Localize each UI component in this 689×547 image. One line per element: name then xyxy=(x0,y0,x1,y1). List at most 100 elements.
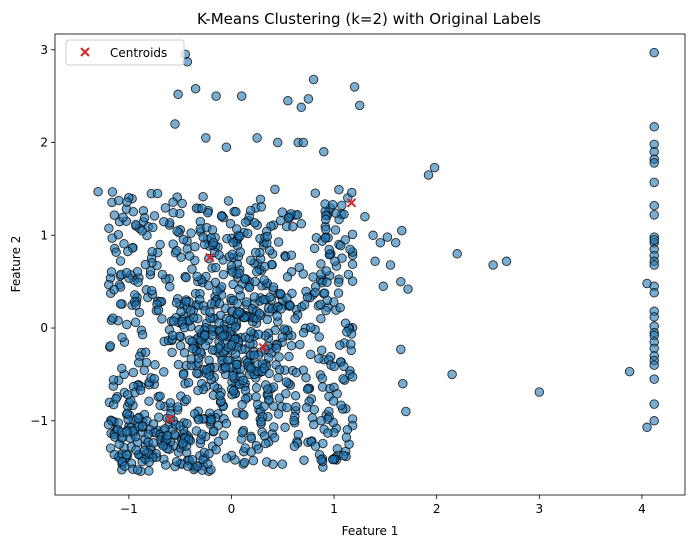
data-point xyxy=(249,292,260,302)
data-point xyxy=(120,461,130,471)
data-point xyxy=(225,315,235,325)
data-point xyxy=(282,293,292,303)
data-point xyxy=(155,391,165,401)
data-point xyxy=(191,426,202,436)
data-point xyxy=(274,364,285,375)
data-point xyxy=(123,389,133,400)
data-point xyxy=(452,249,462,259)
data-point xyxy=(273,409,284,419)
data-point xyxy=(246,327,256,337)
data-point xyxy=(239,457,250,468)
data-point xyxy=(488,260,498,270)
data-point xyxy=(316,345,327,355)
data-point xyxy=(140,259,151,270)
data-point xyxy=(342,327,352,337)
data-point xyxy=(314,354,324,364)
data-point xyxy=(270,184,280,195)
data-point xyxy=(289,415,299,426)
data-point xyxy=(275,288,286,299)
data-point xyxy=(181,272,191,283)
data-point xyxy=(321,224,331,235)
data-point xyxy=(330,225,341,235)
data-point xyxy=(239,410,249,420)
data-point xyxy=(192,271,202,282)
data-point xyxy=(177,198,187,209)
data-point xyxy=(175,341,186,351)
data-point xyxy=(158,441,168,451)
data-point xyxy=(217,331,228,341)
data-point xyxy=(231,207,241,217)
data-point xyxy=(649,260,659,270)
data-point xyxy=(133,413,143,424)
data-point xyxy=(150,360,160,370)
data-point xyxy=(171,298,182,308)
data-point xyxy=(321,305,331,316)
data-point xyxy=(328,396,339,406)
data-point xyxy=(336,400,346,410)
data-point xyxy=(317,373,328,384)
data-point xyxy=(249,350,259,360)
data-point xyxy=(360,211,370,222)
data-point xyxy=(173,359,184,370)
data-point xyxy=(447,369,457,380)
data-point xyxy=(272,137,283,148)
data-point xyxy=(242,228,253,239)
data-point xyxy=(193,353,204,363)
data-point xyxy=(246,255,256,266)
data-point xyxy=(187,454,198,465)
data-point xyxy=(155,400,165,411)
data-point xyxy=(333,288,344,298)
data-point xyxy=(234,307,244,317)
data-point xyxy=(323,428,333,438)
data-point xyxy=(106,267,117,277)
data-point xyxy=(274,393,285,403)
data-point xyxy=(337,200,347,211)
data-point xyxy=(309,243,320,254)
data-point xyxy=(109,449,120,460)
data-point xyxy=(268,282,279,292)
data-point xyxy=(339,361,349,372)
data-point xyxy=(212,286,222,296)
data-point xyxy=(310,287,320,298)
data-point xyxy=(649,312,659,322)
data-point xyxy=(382,232,393,242)
data-point xyxy=(130,317,141,328)
data-point xyxy=(200,330,210,341)
data-point xyxy=(207,298,217,309)
data-point xyxy=(295,339,305,350)
data-point xyxy=(173,89,183,100)
data-point xyxy=(148,222,158,233)
data-point xyxy=(207,225,218,235)
data-point xyxy=(246,363,256,373)
data-point xyxy=(122,197,132,207)
data-point xyxy=(190,83,201,94)
data-point xyxy=(271,343,282,353)
data-point xyxy=(649,177,659,188)
data-point xyxy=(133,277,143,288)
data-point xyxy=(145,266,156,276)
data-point xyxy=(259,401,269,412)
data-point xyxy=(649,235,659,245)
data-point xyxy=(263,384,273,394)
data-point xyxy=(211,262,221,273)
data-point xyxy=(118,212,128,223)
data-point xyxy=(310,441,321,451)
data-point xyxy=(264,395,274,406)
data-point xyxy=(390,237,401,248)
data-point xyxy=(316,415,326,426)
data-point xyxy=(203,459,213,469)
data-point xyxy=(347,229,358,240)
data-point xyxy=(185,305,196,316)
data-point xyxy=(251,392,261,402)
data-point xyxy=(144,457,154,467)
data-point xyxy=(281,377,292,387)
data-point xyxy=(290,391,301,401)
data-point xyxy=(282,402,292,413)
data-point xyxy=(181,297,191,307)
points-layer xyxy=(93,47,659,477)
data-point xyxy=(157,269,168,280)
data-point xyxy=(123,246,133,257)
data-point xyxy=(291,367,302,378)
data-point xyxy=(131,300,141,310)
data-point xyxy=(137,329,148,340)
